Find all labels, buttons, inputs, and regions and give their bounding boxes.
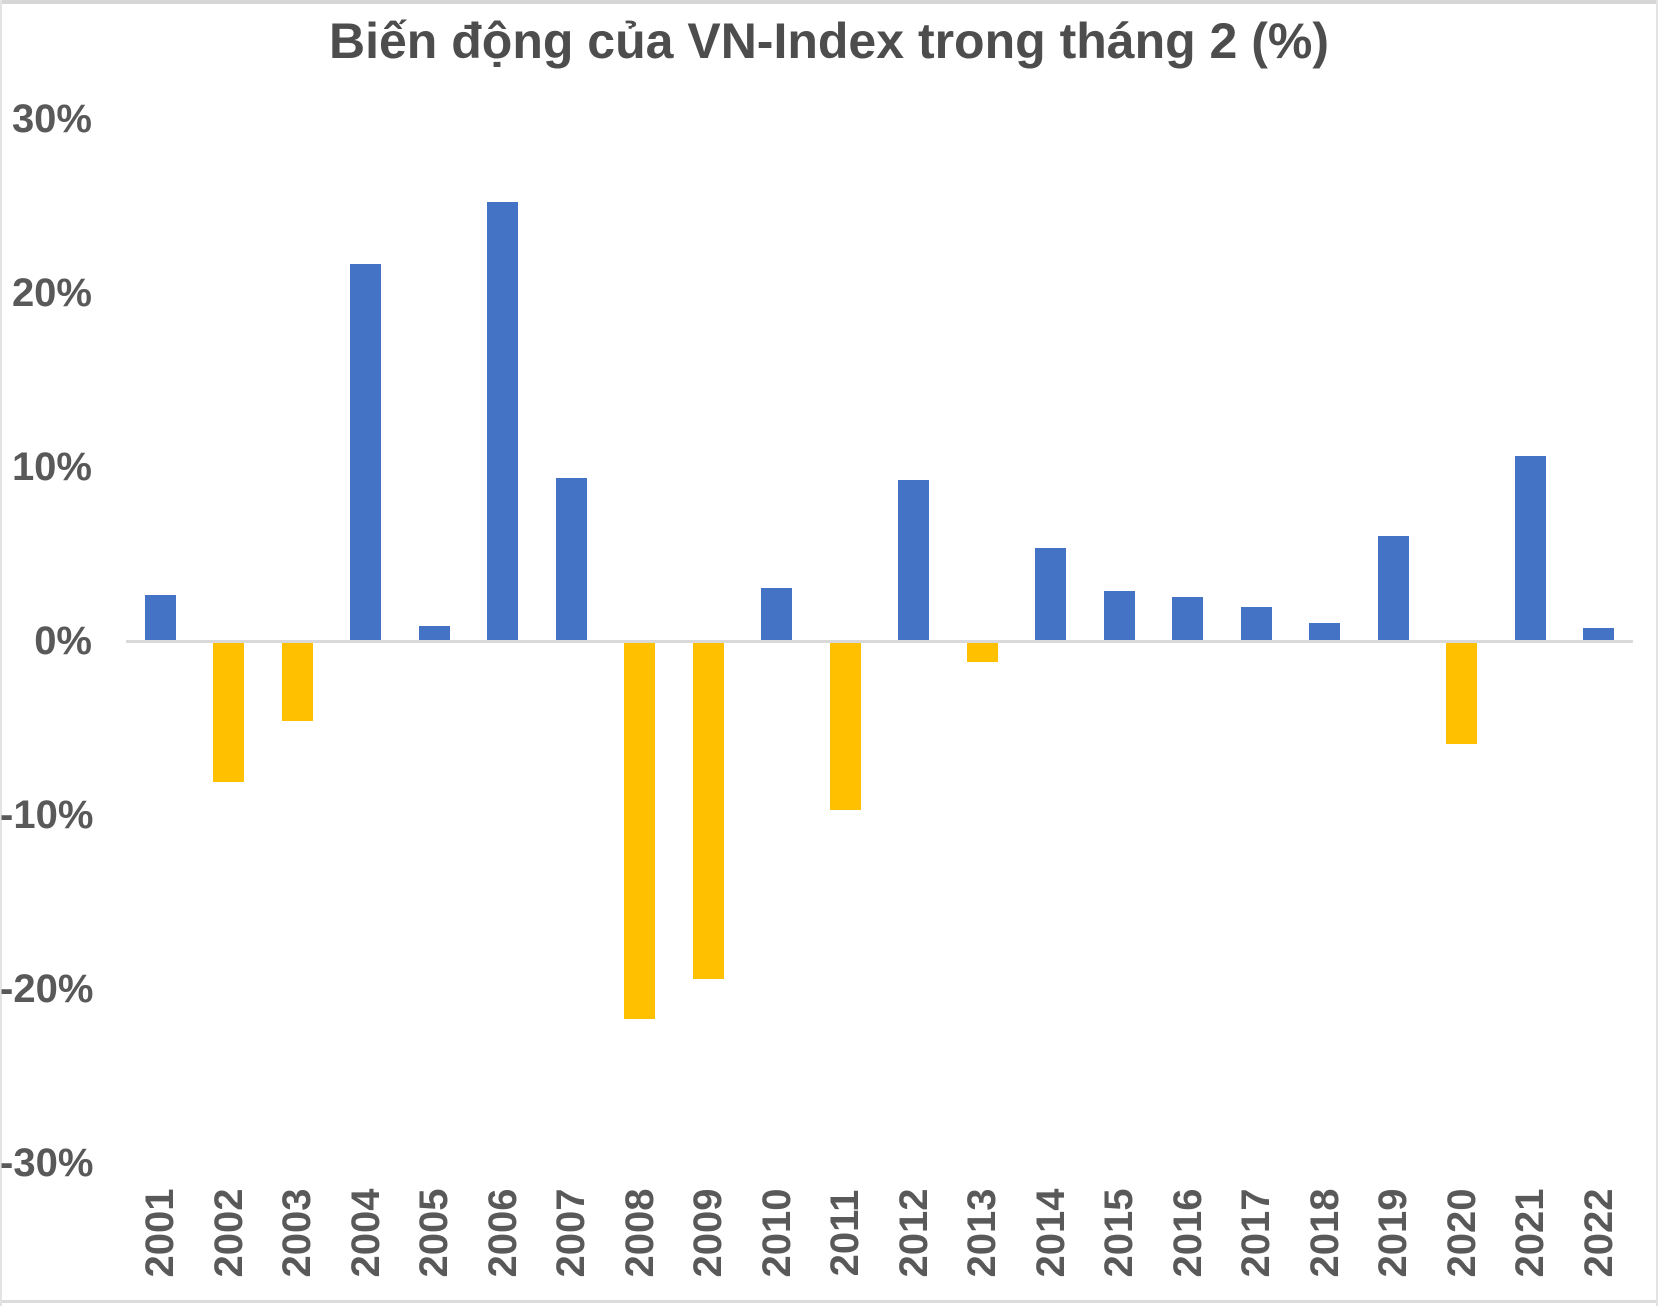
right-frame-line	[1656, 0, 1658, 1306]
top-frame-line	[0, 0, 1658, 4]
x-axis-label-2007: 2007	[549, 1188, 594, 1278]
x-axis-label-2009: 2009	[686, 1188, 731, 1278]
bar-2013	[966, 643, 998, 663]
bar-2016	[1172, 596, 1204, 640]
y-axis-tick: -30%	[0, 1141, 94, 1185]
x-axis-label-2018: 2018	[1302, 1188, 1347, 1278]
y-axis-tick: -10%	[0, 793, 94, 837]
x-axis-label-2005: 2005	[412, 1188, 457, 1278]
bottom-frame-line	[0, 1300, 1658, 1303]
bar-2002	[213, 643, 245, 783]
chart-title: Biến động của VN-Index trong tháng 2 (%)	[329, 13, 1329, 69]
x-axis-label-2006: 2006	[480, 1188, 525, 1278]
bar-2019	[1377, 535, 1409, 640]
x-axis-label-2003: 2003	[275, 1188, 320, 1278]
bar-2009	[692, 643, 724, 979]
bar-2021	[1514, 455, 1546, 640]
bar-2001	[144, 594, 176, 640]
x-axis-label-2004: 2004	[343, 1188, 388, 1278]
zero-axis-line	[126, 640, 1633, 643]
bar-2022	[1583, 627, 1615, 640]
bar-2012	[898, 479, 930, 640]
x-axis-label-2021: 2021	[1508, 1188, 1553, 1278]
x-axis-label-2014: 2014	[1028, 1188, 1073, 1278]
x-axis-label-2010: 2010	[754, 1188, 799, 1278]
x-axis-label-2013: 2013	[960, 1188, 1005, 1278]
bar-2015	[1103, 591, 1135, 640]
y-axis-tick: -20%	[0, 967, 94, 1011]
bar-2005	[418, 626, 450, 640]
y-axis-tick: 10%	[11, 445, 92, 489]
x-axis-label-2008: 2008	[617, 1188, 662, 1278]
bar-2003	[281, 643, 313, 722]
x-axis-label-2012: 2012	[891, 1188, 936, 1278]
x-axis-label-2002: 2002	[206, 1188, 251, 1278]
x-axis-label-2020: 2020	[1439, 1188, 1484, 1278]
y-axis-tick: 0%	[34, 619, 92, 663]
y-axis-tick: 30%	[11, 97, 92, 141]
x-axis-label-2017: 2017	[1234, 1188, 1279, 1278]
bar-2008	[624, 643, 656, 1019]
x-axis-label-2001: 2001	[138, 1188, 183, 1278]
x-axis-label-2016: 2016	[1165, 1188, 1210, 1278]
bar-2010	[761, 587, 793, 640]
x-axis-label-2015: 2015	[1097, 1188, 1142, 1278]
x-axis-label-2019: 2019	[1371, 1188, 1416, 1278]
left-frame-line	[0, 0, 2, 1306]
bar-2004	[350, 264, 382, 640]
bar-2006	[487, 201, 519, 640]
bar-2011	[829, 643, 861, 811]
bar-2014	[1035, 547, 1067, 640]
bar-2020	[1446, 643, 1478, 744]
bar-2017	[1240, 606, 1272, 640]
x-axis-label-2022: 2022	[1576, 1188, 1621, 1278]
x-axis-label-2011: 2011	[823, 1189, 868, 1277]
bar-2007	[555, 478, 587, 640]
bar-2018	[1309, 622, 1341, 640]
y-axis-tick: 20%	[11, 271, 92, 315]
